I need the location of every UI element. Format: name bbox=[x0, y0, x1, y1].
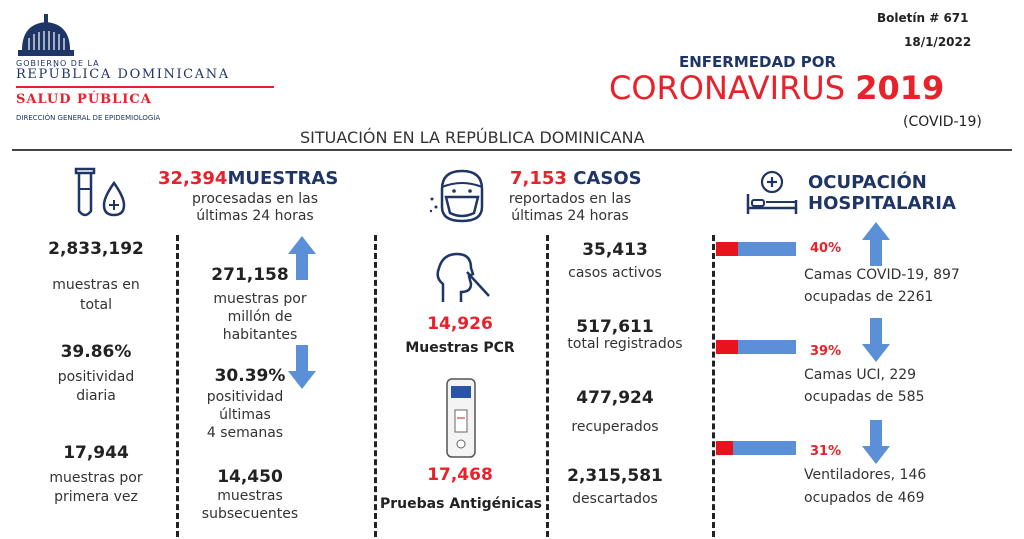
millon-label-3: habitantes bbox=[222, 327, 298, 343]
occupancy-line-1: Ventiladores, 146 bbox=[804, 467, 927, 483]
muestras-daily-desc-1: procesadas en las bbox=[192, 191, 318, 207]
page-subtitle: SITUACIÓN EN LA REPÚBLICA DOMINICANA bbox=[300, 128, 645, 147]
occupancy-line-2: ocupadas de 2261 bbox=[804, 289, 934, 305]
pcr-label: Muestras PCR bbox=[405, 340, 515, 356]
primera-vez-label-1: muestras por bbox=[49, 470, 143, 486]
casos-daily-desc-1: reportados en las bbox=[508, 191, 632, 207]
primera-vez-value: 17,944 bbox=[63, 443, 129, 463]
pcr-value: 14,926 bbox=[427, 314, 493, 334]
positividad-4sem-label-1: positividad bbox=[206, 389, 284, 405]
nasal-swab-icon bbox=[436, 252, 490, 302]
arrow-up-icon bbox=[862, 222, 890, 266]
subsecuentes-label-1: muestras bbox=[217, 488, 283, 504]
divider-4 bbox=[712, 235, 715, 537]
occupancy-bar-free bbox=[738, 242, 796, 256]
title-coronavirus: CORONAVIRUS bbox=[609, 69, 846, 107]
antigen-value: 17,468 bbox=[427, 465, 493, 485]
muestras-daily-value: 32,394 bbox=[158, 168, 228, 189]
occupancy-line-2: ocupados de 469 bbox=[804, 490, 925, 506]
casos-daily-label: CASOS bbox=[573, 168, 642, 189]
test-tube-drop-icon bbox=[74, 167, 126, 217]
positividad-value: 39.86% bbox=[60, 342, 132, 362]
capitol-dome-icon bbox=[18, 14, 74, 56]
arrow-down-icon bbox=[862, 420, 890, 464]
header-rule bbox=[12, 149, 1012, 151]
positividad-label-2: diaria bbox=[76, 388, 116, 404]
primera-vez-label-2: primera vez bbox=[54, 489, 138, 505]
muestras-daily-label: MUESTRAS bbox=[227, 168, 339, 189]
occupancy-pct: 31% bbox=[810, 444, 842, 459]
arrow-down-icon bbox=[288, 345, 316, 389]
occupancy-bar bbox=[716, 242, 796, 256]
occupancy-bar-used bbox=[716, 340, 738, 354]
bulletin-date: 18/1/2022 bbox=[904, 35, 972, 49]
title-main: CORONAVIRUS 2019 bbox=[609, 69, 944, 107]
subsecuentes-value: 14,450 bbox=[217, 467, 283, 487]
positividad-4sem-label-2: últimas bbox=[219, 407, 271, 423]
occupancy-bar-used bbox=[716, 441, 733, 455]
occupancy-pct: 39% bbox=[810, 344, 842, 359]
occupancy-bar-free bbox=[738, 340, 796, 354]
subsecuentes-label-2: subsecuentes bbox=[201, 506, 299, 522]
occupancy-pct: 40% bbox=[810, 241, 842, 256]
department-name: DIRECCIÓN GENERAL DE EPIDEMIOLOGÍA bbox=[16, 114, 161, 122]
antigen-test-cassette-icon bbox=[446, 378, 476, 458]
positividad-4sem-label-3: 4 semanas bbox=[206, 425, 284, 441]
recuperados-label: recuperados bbox=[571, 419, 659, 435]
occupancy-line-1: Camas UCI, 229 bbox=[804, 367, 917, 383]
casos-daily-value: 7,153 bbox=[510, 168, 567, 189]
divider-2 bbox=[374, 235, 377, 537]
title-small: ENFERMEDAD POR bbox=[679, 53, 837, 71]
casos-daily-desc-2: últimas 24 horas bbox=[511, 208, 629, 224]
muestras-total-label-1: muestras en bbox=[52, 277, 140, 293]
ocupacion-title-2: HOSPITALARIA bbox=[808, 193, 956, 214]
ocupacion-title-1: OCUPACIÓN bbox=[808, 172, 927, 193]
descartados-label: descartados bbox=[572, 491, 658, 507]
millon-value: 271,158 bbox=[211, 265, 289, 285]
muestras-daily-desc-2: últimas 24 horas bbox=[196, 208, 314, 224]
occupancy-bar bbox=[716, 340, 796, 354]
occupancy-bar-used bbox=[716, 242, 738, 256]
registrados-label: total registrados bbox=[567, 336, 683, 352]
activos-value: 35,413 bbox=[582, 240, 648, 260]
occupancy-line-1: Camas COVID-19, 897 bbox=[804, 267, 960, 283]
millon-label-1: muestras por bbox=[213, 291, 307, 307]
casos-daily-heading: 7,153 CASOS bbox=[510, 168, 642, 189]
recuperados-value: 477,924 bbox=[576, 388, 654, 408]
millon-label-2: millón de bbox=[227, 309, 293, 325]
title-covid: (COVID-19) bbox=[903, 114, 982, 130]
arrow-up-icon bbox=[288, 236, 316, 280]
divider-1 bbox=[176, 235, 179, 537]
muestras-total-label-2: total bbox=[79, 297, 112, 313]
logo-divider bbox=[16, 86, 274, 88]
positividad-label-1: positividad bbox=[57, 369, 135, 385]
positividad-4sem-value: 30.39% bbox=[214, 366, 286, 386]
antigen-label: Pruebas Antigénicas bbox=[380, 496, 542, 512]
activos-label: casos activos bbox=[568, 265, 662, 281]
gov-line-2: REPÚBLICA DOMINICANA bbox=[16, 67, 230, 82]
divider-3 bbox=[546, 235, 549, 537]
muestras-daily-heading: 32,394MUESTRAS bbox=[158, 168, 338, 189]
title-year: 2019 bbox=[855, 69, 945, 107]
gov-line-1: GOBIERNO DE LA bbox=[16, 59, 100, 68]
registrados-value: 517,611 bbox=[576, 317, 654, 337]
occupancy-line-2: ocupadas de 585 bbox=[804, 389, 925, 405]
arrow-down-icon bbox=[862, 318, 890, 362]
muestras-total-value: 2,833,192 bbox=[48, 239, 144, 259]
ministry-name: SALUD PÚBLICA bbox=[16, 92, 152, 107]
occupancy-bar-free bbox=[733, 441, 796, 455]
descartados-value: 2,315,581 bbox=[567, 466, 663, 486]
masked-face-icon bbox=[429, 169, 484, 223]
hospital-bed-icon bbox=[746, 170, 798, 214]
bulletin-number: Boletín # 671 bbox=[877, 11, 969, 25]
occupancy-bar bbox=[716, 441, 796, 455]
